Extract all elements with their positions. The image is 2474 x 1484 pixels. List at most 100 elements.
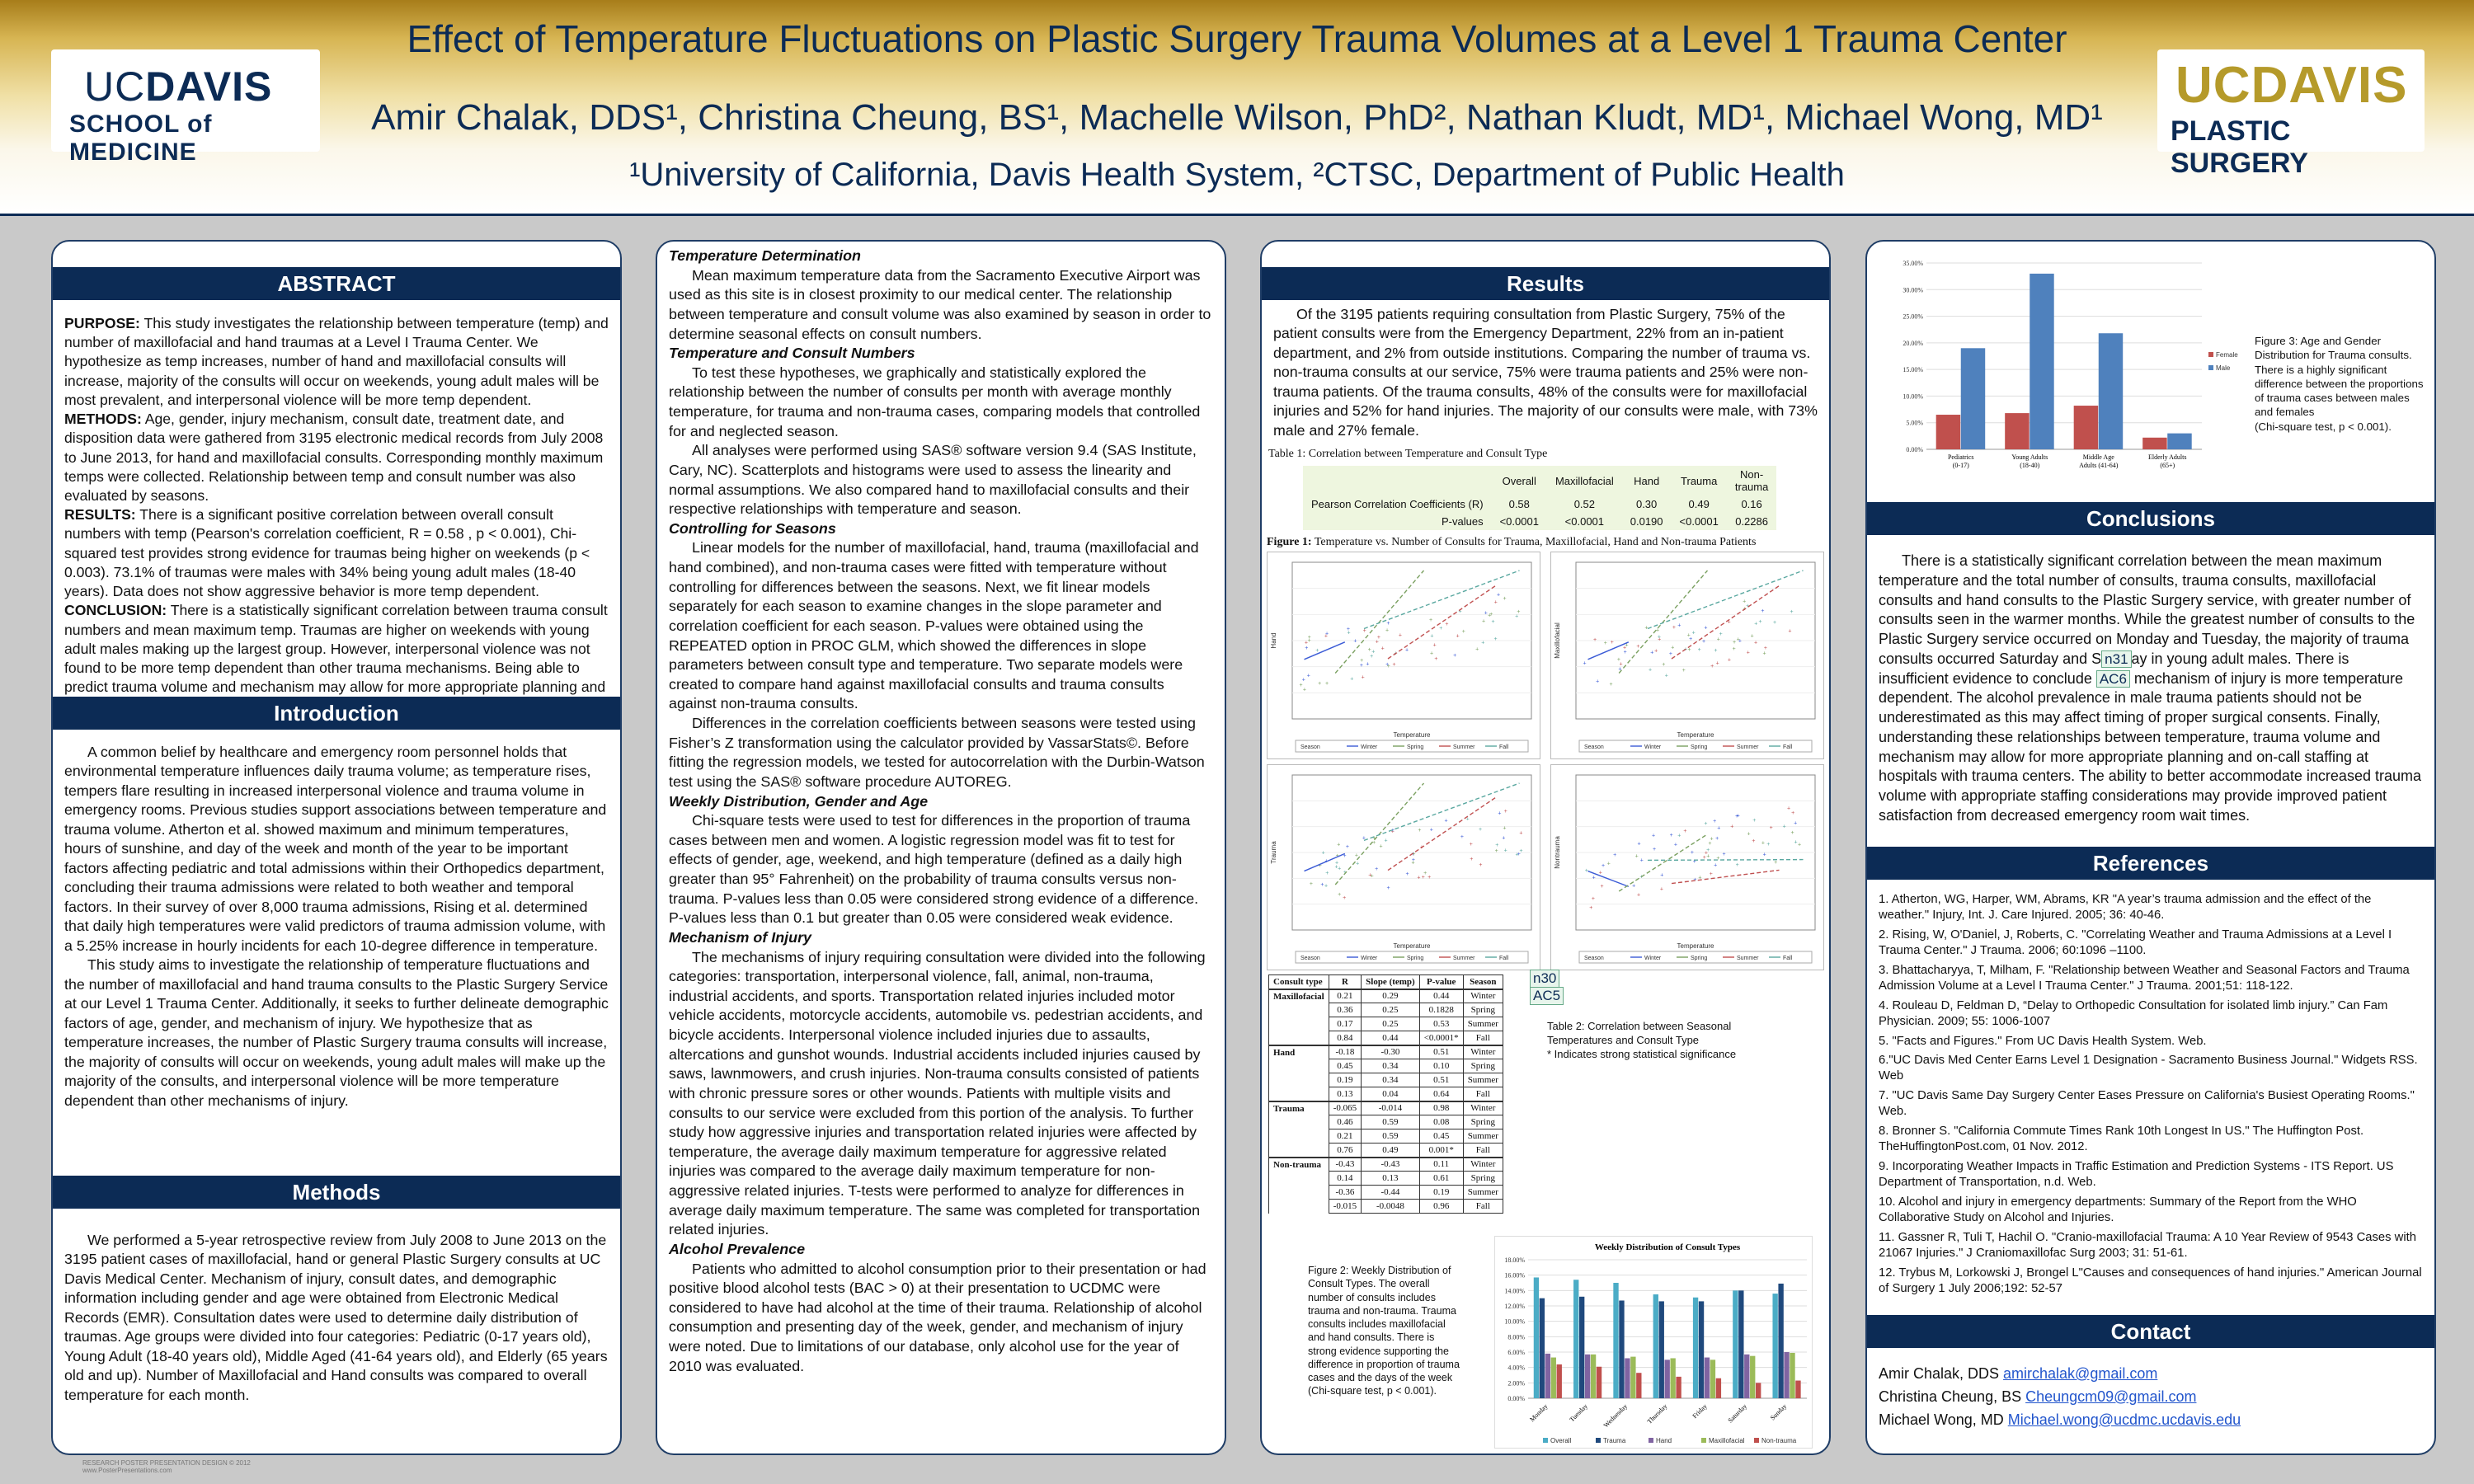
regression-line: [1671, 869, 1780, 885]
data-point: +: [1434, 656, 1437, 662]
table-row: Pearson Correlation Coefficients (R) 0.5…: [1311, 498, 1762, 510]
figure2-caption: Figure 2: Weekly Distribution of Consult…: [1308, 1265, 1460, 1397]
data-point: +: [1462, 629, 1465, 635]
table-row: P-values <0.0001 <0.0001 0.0190 <0.0001 …: [1442, 515, 1768, 528]
bar: [1670, 1358, 1676, 1398]
data-point: +: [1662, 662, 1665, 668]
data-point: +: [1640, 858, 1644, 864]
data-point: +: [1618, 666, 1621, 672]
age-gender-chart: 0.00% 5.00% 10.00% 15.00% 20.00% 25.00% 30.00%…: [1903, 260, 2238, 469]
data-point: +: [1660, 886, 1663, 892]
data-point: +: [1703, 855, 1706, 861]
x-axis-label: Temperature: [1394, 731, 1431, 739]
reference-item: 12. Trybus M, Lorkowski J, Brongel L"Cau…: [1879, 1266, 2422, 1295]
email-link[interactable]: Cheungcm09@gmail.com: [2025, 1388, 2197, 1405]
data-point: +: [1470, 857, 1473, 862]
table1-correlation: Overall Maxillofacial Hand Trauma Non-tr…: [1303, 466, 1777, 530]
figure1-hand-plot: + + + + + + + + + + + + + + + + + + + + + + + + + + + + + + + + + + + + + + + +…: [1267, 552, 1540, 759]
data-point: +: [1635, 854, 1639, 860]
data-point: +: [1370, 654, 1373, 660]
data-point: +: [1689, 636, 1692, 642]
data-point: +: [1763, 852, 1766, 858]
legend-label: Winter: [1361, 956, 1378, 961]
data-point: +: [1387, 885, 1390, 891]
data-point: +: [1713, 819, 1716, 824]
data-point: +: [1325, 871, 1329, 876]
email-link[interactable]: amirchalak@gmail.com: [2003, 1365, 2158, 1382]
introduction-heading: Introduction: [53, 697, 620, 730]
data-point: +: [1710, 871, 1713, 877]
bar: [1784, 1352, 1790, 1398]
figure2-weekly-chart: Weekly Distribution of Consult Types 0.00…: [1494, 1236, 1813, 1449]
legend-label: Summer: [1737, 956, 1759, 961]
data-point: +: [1708, 841, 1711, 847]
regression-line: [1618, 570, 1709, 674]
data-point: +: [1356, 861, 1359, 866]
reference-item: 10. Alcohol and injury in emergency depa…: [1879, 1195, 2357, 1224]
data-point: +: [1460, 834, 1464, 840]
y-tick-label: 0.00%: [1906, 446, 1923, 453]
data-point: +: [1453, 653, 1456, 659]
data-point: +: [1497, 593, 1500, 599]
data-point: +: [1325, 631, 1329, 636]
data-point: +: [1791, 810, 1794, 816]
data-point: +: [1658, 635, 1661, 641]
data-point: +: [1637, 892, 1640, 898]
bar: [1658, 1301, 1664, 1398]
y-tick-label: 15.00%: [1903, 366, 1923, 373]
data-point: +: [1503, 596, 1507, 602]
data-point: +: [1593, 637, 1597, 643]
data-point: +: [1517, 609, 1520, 615]
methods-text: We performed a 5-year retrospective revi…: [64, 1232, 608, 1403]
data-point: +: [1717, 826, 1720, 832]
data-point: +: [1660, 873, 1663, 879]
data-point: +: [1430, 650, 1433, 656]
data-point: +: [1592, 876, 1596, 881]
data-point: +: [1716, 856, 1719, 862]
bar: [1533, 1277, 1540, 1398]
table-row: 0.21 0.59 0.45 Summer: [1268, 1129, 1503, 1144]
data-point: +: [1609, 682, 1612, 688]
data-point: +: [1481, 641, 1484, 646]
reference-item: 2. Rising, W, O'Daniel, J, Roberts, C. "…: [1879, 928, 2392, 957]
bar: [1625, 1358, 1630, 1398]
y-tick-label: 18.00%: [1504, 1256, 1525, 1264]
data-point: +: [1585, 868, 1588, 874]
data-point: +: [1347, 631, 1350, 636]
email-link[interactable]: Michael.wong@ucdmc.ucdavis.edu: [2007, 1411, 2241, 1428]
data-point: +: [1677, 833, 1681, 838]
maxillofacial-scatter-plot: +++++++++++++++ ++++++++++++++++++ +++++++…: [1554, 561, 1816, 753]
bar: [2005, 413, 2030, 449]
bar: [1960, 348, 1986, 449]
legend-label: Summer: [1453, 744, 1475, 750]
bar: [1619, 1300, 1625, 1398]
data-point: +: [1418, 828, 1421, 834]
annotation-ac6: AC6: [2095, 669, 2130, 688]
legend-swatch: [1701, 1438, 1706, 1443]
abstract-heading: ABSTRACT: [53, 267, 620, 300]
reference-item: 6."UC Davis Med Center Earns Level 1 Des…: [1879, 1054, 2418, 1083]
results-text: Of the 3195 patients requiring consultat…: [1273, 306, 1818, 439]
bar: [1756, 1383, 1761, 1398]
figure1-caption: Figure 1: Temperature vs. Number of Cons…: [1267, 536, 1757, 548]
data-point: +: [1362, 835, 1366, 841]
legend-label: Overall: [1550, 1437, 1572, 1444]
data-point: +: [1379, 844, 1382, 850]
bar: [1790, 1352, 1795, 1398]
data-point: +: [1671, 646, 1674, 651]
data-point: +: [1702, 639, 1705, 645]
table-row: Hand -0.18 -0.30 0.51 Winter: [1268, 1044, 1503, 1059]
regression-line: [1334, 570, 1425, 674]
data-point: +: [1683, 829, 1686, 834]
y-tick-label: 5.00%: [1906, 420, 1923, 427]
data-point: +: [1337, 842, 1340, 848]
legend-label: Season: [1300, 956, 1320, 961]
legend-label: Fall: [1499, 956, 1509, 961]
x-tick-label: Pediatrics (0-17): [1948, 453, 1974, 469]
bar: [1545, 1353, 1551, 1398]
data-point: +: [1456, 633, 1460, 639]
legend-swatch: [2208, 352, 2213, 357]
legend-label: Fall: [1783, 744, 1793, 750]
bar: [1613, 1283, 1619, 1398]
regression-line: [1671, 585, 1780, 660]
